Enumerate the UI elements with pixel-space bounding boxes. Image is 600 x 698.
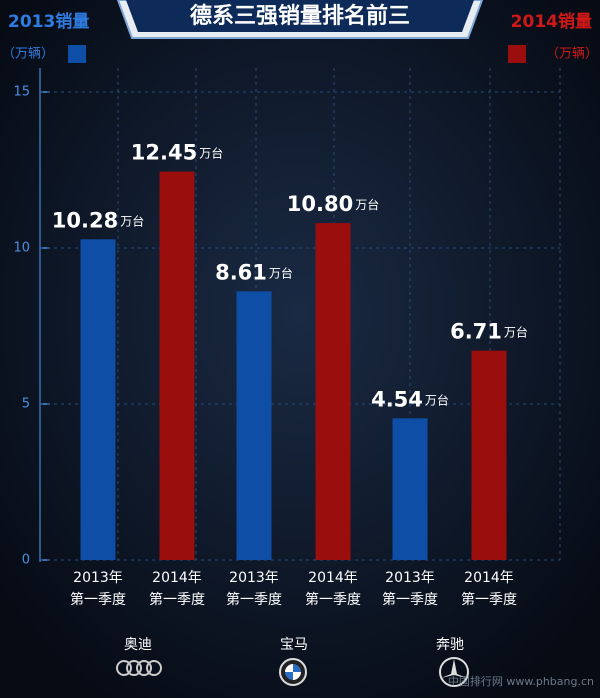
data-label: 12.45 万台: [131, 141, 223, 165]
x-tick-label: 第一季度: [149, 591, 205, 608]
category-label: 奥迪: [124, 636, 152, 653]
bar: [80, 239, 116, 560]
data-label-value: 8.61: [215, 260, 267, 284]
data-label: 10.80 万台: [287, 192, 379, 216]
x-tick-label: 2014年: [152, 570, 202, 586]
legend-unit: （万辆）: [2, 47, 54, 62]
x-tick-label: 2014年: [464, 570, 514, 586]
watermark: 中国排行网 www.phbang.cn: [448, 674, 594, 688]
chart-title: 德系三强销量排名前三: [190, 3, 410, 29]
x-tick-label: 第一季度: [461, 591, 517, 608]
data-label: 4.54 万台: [371, 387, 449, 411]
data-label: 8.61 万台: [215, 260, 293, 284]
data-label-unit: 万台: [425, 392, 449, 407]
data-label-unit: 万台: [504, 324, 528, 339]
bar: [236, 291, 272, 560]
x-tick-label: 第一季度: [382, 591, 438, 608]
legend-label: 2014销量: [511, 11, 592, 32]
x-tick-label: 2013年: [229, 570, 279, 586]
data-label-unit: 万台: [199, 145, 223, 160]
y-tick-label: 0: [22, 553, 30, 568]
title-banner: [116, 0, 484, 39]
x-tick-label: 2014年: [308, 570, 358, 586]
data-label: 10.28 万台: [52, 208, 144, 232]
category-label: 宝马: [280, 637, 308, 653]
y-tick-label: 5: [22, 397, 30, 412]
legend-unit: （万辆）: [546, 47, 598, 62]
data-label-value: 4.54: [371, 387, 423, 411]
data-label-unit: 万台: [355, 197, 379, 212]
data-label-value: 12.45: [131, 141, 197, 165]
bar: [159, 171, 195, 560]
brand-logos: [116, 657, 469, 687]
data-label-unit: 万台: [269, 265, 293, 280]
bar: [471, 350, 507, 560]
y-tick-label: 10: [13, 241, 30, 256]
x-tick-label: 2013年: [385, 570, 435, 586]
category-label: 奔驰: [436, 637, 464, 653]
data-label: 6.71 万台: [450, 320, 528, 344]
x-tick-label: 2013年: [73, 570, 123, 586]
legend-label: 2013销量: [8, 11, 89, 32]
legend-swatch: [68, 45, 86, 63]
x-tick-label: 第一季度: [305, 591, 361, 608]
data-label-value: 10.28: [52, 208, 118, 232]
x-tick-label: 第一季度: [70, 591, 126, 608]
bar: [315, 223, 351, 561]
x-tick-label: 第一季度: [226, 591, 282, 608]
data-label-value: 10.80: [287, 192, 353, 216]
legend-swatch: [508, 45, 526, 63]
data-label-value: 6.71: [450, 320, 502, 344]
y-tick-label: 15: [13, 85, 30, 100]
bar: [392, 418, 428, 560]
data-label-unit: 万台: [120, 213, 144, 228]
